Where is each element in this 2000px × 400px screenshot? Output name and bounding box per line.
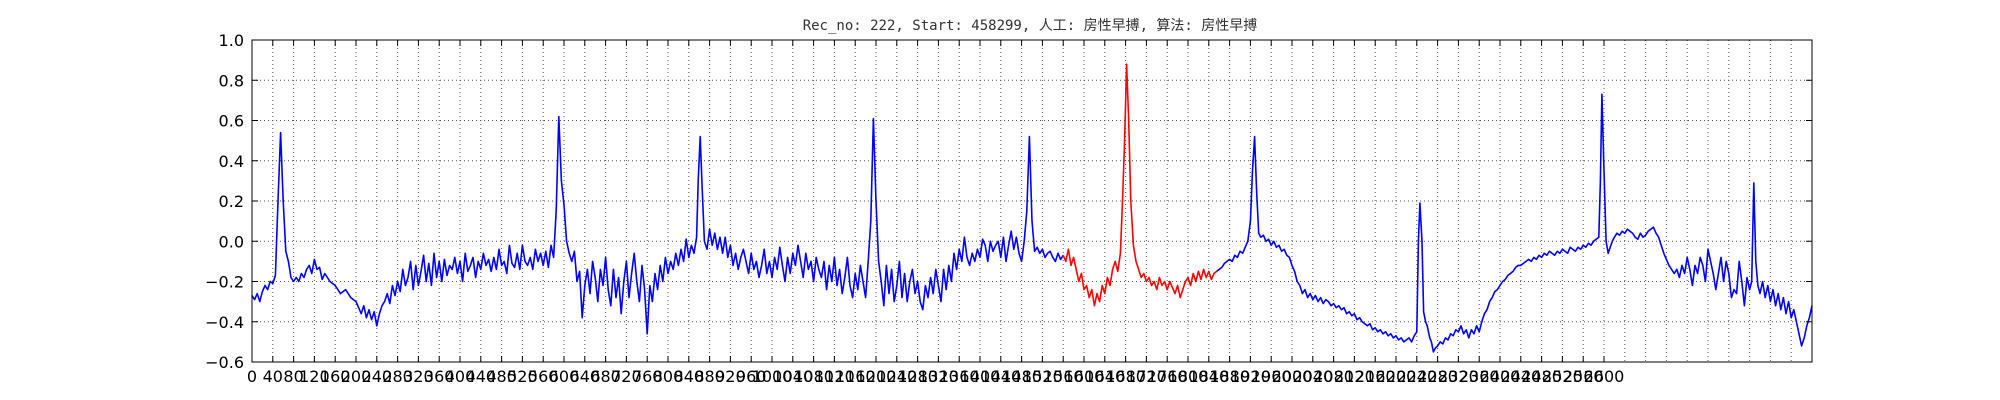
x-tick-label: 1000 bbox=[752, 367, 793, 386]
x-tick-label: 240 bbox=[362, 367, 393, 386]
y-tick-label: −0.2 bbox=[205, 273, 244, 292]
y-tick-label: 0.2 bbox=[219, 192, 244, 211]
x-tick-label: 1440 bbox=[980, 367, 1021, 386]
x-tick-label: 160 bbox=[320, 367, 351, 386]
x-tick-label: 1240 bbox=[876, 367, 917, 386]
ecg-series-line bbox=[1216, 93, 1813, 353]
x-tick-label: 480 bbox=[486, 367, 517, 386]
x-tick-label: 1200 bbox=[856, 367, 897, 386]
x-tick-label: 2320 bbox=[1438, 367, 1479, 386]
x-tick-label: 560 bbox=[528, 367, 559, 386]
x-tick-label: 1080 bbox=[793, 367, 834, 386]
x-tick-label: 520 bbox=[507, 367, 538, 386]
x-tick-label: 2200 bbox=[1376, 367, 1417, 386]
x-tick-label: 600 bbox=[549, 367, 580, 386]
x-tick-label: 720 bbox=[611, 367, 642, 386]
chart-title: Rec_no: 222, Start: 458299, 人工: 房性早搏, 算法… bbox=[803, 17, 1258, 34]
x-tick-label: 1360 bbox=[939, 367, 980, 386]
y-axis-ticks: 1.0 0.8 0.6 0.4 0.2 0.0 −0.2 −0.4 −0.6 bbox=[205, 31, 1812, 372]
y-tick-label: 1.0 bbox=[219, 31, 244, 50]
y-tick-label: −0.4 bbox=[205, 313, 244, 332]
x-tick-label: 840 bbox=[674, 367, 705, 386]
x-tick-label: 1760 bbox=[1147, 367, 1188, 386]
x-tick-label: 360 bbox=[424, 367, 455, 386]
x-tick-label: 1400 bbox=[960, 367, 1001, 386]
x-axis-ticks: 0 40 8012016020024028032036040044048052056… bbox=[247, 40, 1624, 386]
series-lines bbox=[251, 63, 1813, 353]
y-tick-label: 0.0 bbox=[219, 232, 244, 251]
x-tick-label: 920 bbox=[715, 367, 746, 386]
x-tick-label: 2240 bbox=[1396, 367, 1437, 386]
x-tick-label: 1880 bbox=[1209, 367, 1250, 386]
x-tick-label: 2120 bbox=[1334, 367, 1375, 386]
x-tick-label: 200 bbox=[341, 367, 372, 386]
x-tick-label: 1160 bbox=[835, 367, 876, 386]
x-tick-label: 1640 bbox=[1084, 367, 1125, 386]
x-tick-label: 760 bbox=[632, 367, 663, 386]
x-tick-label: 2040 bbox=[1292, 367, 1333, 386]
ecg-series-line bbox=[251, 115, 1064, 335]
x-tick-label: 1120 bbox=[814, 367, 855, 386]
x-tick-label: 2360 bbox=[1459, 367, 1500, 386]
highlighted-beat-line bbox=[1062, 63, 1218, 307]
y-tick-label: −0.6 bbox=[205, 353, 244, 372]
x-tick-label: 800 bbox=[653, 367, 684, 386]
x-tick-label: 1680 bbox=[1105, 367, 1146, 386]
x-tick-label: 1320 bbox=[918, 367, 959, 386]
x-tick-label: 680 bbox=[590, 367, 621, 386]
x-tick-label: 1720 bbox=[1126, 367, 1167, 386]
x-tick-label: 1280 bbox=[897, 367, 938, 386]
x-tick-label: 2440 bbox=[1500, 367, 1541, 386]
x-tick-label: 1520 bbox=[1022, 367, 1063, 386]
x-tick-label: 120 bbox=[299, 367, 330, 386]
grid-lines bbox=[252, 40, 1812, 362]
x-tick-label: 40 bbox=[263, 367, 283, 386]
x-tick-label: 320 bbox=[403, 367, 434, 386]
x-tick-label: 2080 bbox=[1313, 367, 1354, 386]
x-tick-label: 280 bbox=[382, 367, 413, 386]
x-tick-label: 2000 bbox=[1272, 367, 1313, 386]
x-tick-label: 1040 bbox=[772, 367, 813, 386]
x-tick-label: 1600 bbox=[1064, 367, 1105, 386]
x-tick-label: 2160 bbox=[1355, 367, 1396, 386]
x-tick-label: 1800 bbox=[1168, 367, 1209, 386]
x-tick-label: 0 bbox=[247, 367, 257, 386]
x-tick-label: 1480 bbox=[1001, 367, 1042, 386]
x-tick-label: 640 bbox=[570, 367, 601, 386]
y-tick-label: 0.4 bbox=[219, 152, 244, 171]
x-tick-label: 2280 bbox=[1417, 367, 1458, 386]
x-tick-label: 2520 bbox=[1542, 367, 1583, 386]
x-tick-label: 400 bbox=[445, 367, 476, 386]
x-tick-label: 960 bbox=[736, 367, 767, 386]
x-tick-label: 2480 bbox=[1521, 367, 1562, 386]
x-tick-label: 1560 bbox=[1043, 367, 1084, 386]
x-tick-label: 880 bbox=[694, 367, 725, 386]
y-tick-label: 0.8 bbox=[219, 71, 244, 90]
x-tick-label: 1840 bbox=[1188, 367, 1229, 386]
x-tick-label: 440 bbox=[466, 367, 497, 386]
y-tick-label: 0.6 bbox=[219, 112, 244, 131]
x-tick-label: 2400 bbox=[1480, 367, 1521, 386]
x-tick-label: 2560 bbox=[1563, 367, 1604, 386]
x-tick-label: 2600 bbox=[1584, 367, 1625, 386]
x-tick-label: 1960 bbox=[1251, 367, 1292, 386]
x-tick-label: 1920 bbox=[1230, 367, 1271, 386]
x-tick-label: 80 bbox=[283, 367, 303, 386]
